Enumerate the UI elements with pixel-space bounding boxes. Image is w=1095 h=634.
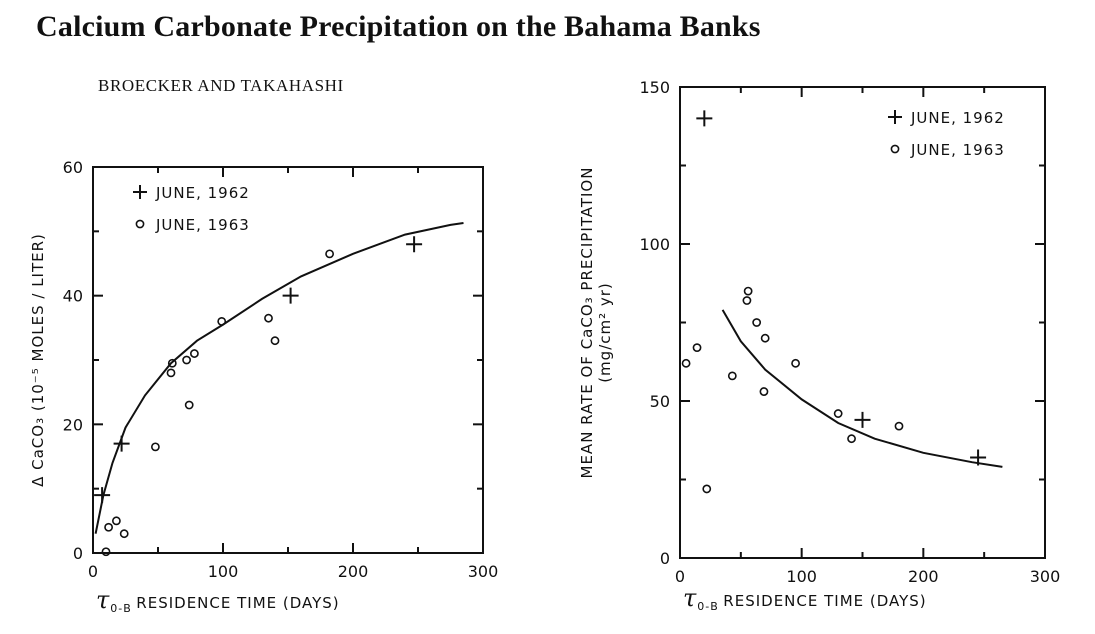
chart1-point-june-1962 (113, 435, 130, 452)
chart2-y-tick-label: 0 (660, 549, 670, 568)
chart2-point-june-1963 (702, 484, 712, 494)
page-title: Calcium Carbonate Precipitation on the B… (36, 10, 761, 43)
chart2-y-axis-label: MEAN RATE OF CaCO₃ PRECIPITATION (578, 167, 596, 479)
chart2-y-tick-label: 100 (639, 235, 670, 254)
chart1-x-tick-label: 200 (338, 562, 369, 581)
chart1-legend-label: JUNE, 1963 (155, 216, 250, 234)
chart1-x-axis-label: τ0-B RESIDENCE TIME (DAYS) (96, 586, 340, 615)
chart2-point-june-1963 (743, 286, 753, 296)
chart1-point-june-1963 (167, 358, 177, 368)
chart2-legend-label: JUNE, 1962 (910, 109, 1005, 127)
chart1-legend-marker-plus (133, 185, 147, 199)
chart2-x-tick-label: 0 (675, 567, 685, 586)
chart1-y-axis-label: Δ CaCO₃ (10⁻⁵ MOLES / LITER) (29, 233, 47, 487)
chart2-point-june-1963 (847, 434, 856, 444)
chart1-y-tick-label: 60 (63, 158, 83, 177)
chart2-point-june-1962 (854, 411, 871, 428)
chart1-point-june-1963 (270, 336, 280, 346)
chart2-point-june-1963 (727, 371, 737, 381)
chart1-point-june-1963 (217, 316, 227, 326)
chart1-y-tick-label: 0 (73, 544, 83, 563)
chart2-point-june-1963 (759, 387, 769, 396)
chart2-point-june-1962 (696, 110, 713, 127)
chart1-point-june-1962 (94, 487, 111, 504)
chart1-point-june-1963 (119, 529, 129, 539)
authors-line: BROECKER AND TAKAHASHI (98, 76, 344, 95)
chart2-point-june-1963 (833, 409, 843, 418)
chart1-point-june-1963 (166, 368, 176, 378)
chart2-x-tick-label: 300 (1030, 567, 1061, 586)
chart2-x-tick-label: 200 (908, 567, 939, 586)
chart2-point-june-1963 (752, 318, 762, 327)
chart2-point-june-1962 (970, 449, 987, 466)
chart1-plot-frame (92, 166, 484, 554)
chart1-x-tick-label: 100 (208, 562, 239, 581)
chart2-y-tick-label: 50 (650, 392, 670, 411)
chart2-legend-marker-plus (888, 110, 902, 124)
chart1-point-june-1963 (189, 349, 199, 358)
chart1-legend-marker-circle (135, 219, 145, 229)
chart1-x-tick-label: 300 (468, 562, 499, 581)
chart1-point-june-1962 (406, 236, 423, 253)
chart1-point-june-1963 (325, 249, 334, 259)
chart2-point-june-1963 (791, 358, 800, 368)
chart1-legend-label: JUNE, 1962 (155, 184, 250, 202)
chart1-point-june-1962 (282, 287, 299, 304)
chart2-x-axis-label: τ0-B RESIDENCE TIME (DAYS) (683, 584, 927, 613)
chart1-point-june-1963 (182, 355, 191, 365)
chart1-y-tick-label: 20 (63, 415, 83, 434)
chart1-point-june-1963 (104, 522, 113, 532)
chart2-point-june-1963 (681, 358, 691, 368)
chart1-point-june-1963 (112, 516, 121, 526)
chart1-y-tick-label: 40 (63, 287, 83, 306)
chart1-fit-curve (94, 222, 464, 534)
chart1-point-june-1963 (150, 442, 160, 452)
chart2-point-june-1963 (692, 343, 702, 353)
chart1-point-june-1963 (184, 400, 194, 410)
chart2-legend-marker-circle (890, 144, 900, 154)
chart1-x-tick-label: 0 (88, 562, 98, 581)
chart2-y-axis-units: (mg/cm² yr) (596, 282, 614, 383)
chart2-point-june-1963 (742, 296, 752, 305)
chart2-y-tick-label: 150 (639, 78, 670, 97)
chart2-fit-curve (721, 309, 1003, 468)
chart2-point-june-1963 (760, 333, 770, 343)
chart2-point-june-1963 (894, 421, 904, 431)
chart2-x-tick-label: 100 (786, 567, 817, 586)
chart1-point-june-1963 (264, 313, 273, 323)
chart2-legend-label: JUNE, 1963 (910, 141, 1005, 159)
chart1-point-june-1963 (101, 547, 111, 557)
